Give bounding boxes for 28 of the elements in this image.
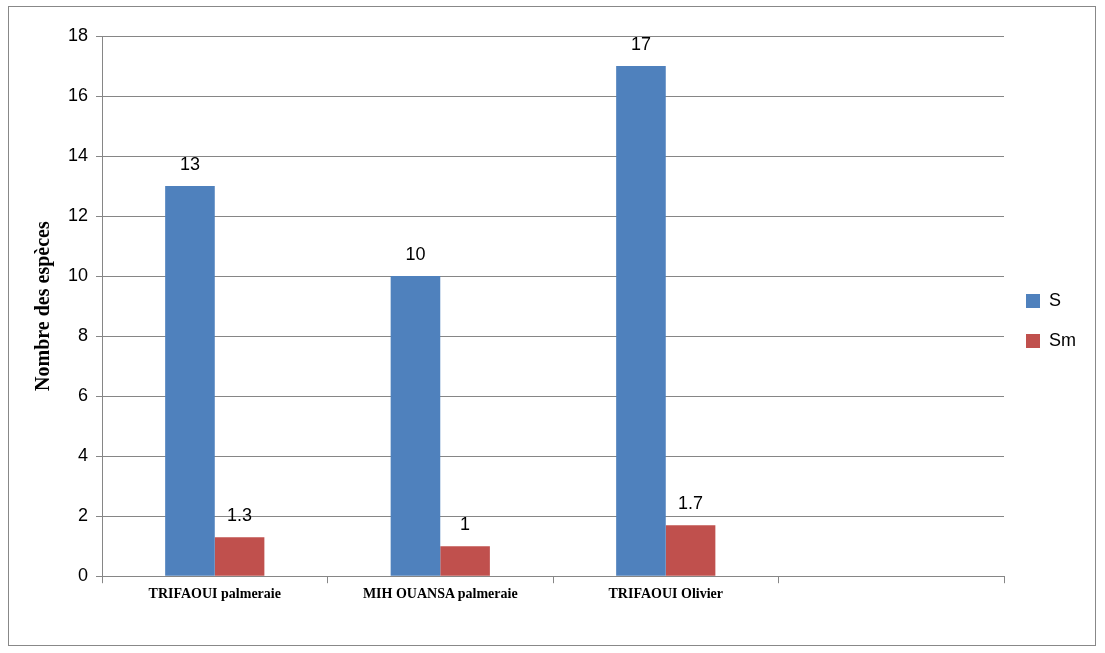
y-tick-label: 8 [78,325,89,346]
legend-label: S [1049,289,1062,310]
x-tick-label: MIH OUANSA palmeraie [362,586,518,602]
y-tick-label: 2 [78,505,89,526]
y-tick-label: 10 [67,265,89,286]
y-tick-label: 6 [78,385,89,406]
data-label: 1.3 [227,505,253,526]
y-tick-label: 16 [67,84,89,105]
x-tick-label: TRIFAOUI Olivier [608,586,723,602]
bar [165,186,215,576]
data-label: 1 [460,514,471,535]
data-label: 10 [405,244,426,265]
y-tick-label: 4 [78,445,89,466]
bar [440,546,490,576]
legend-label: Sm [1049,329,1076,350]
data-label: 17 [630,33,651,54]
bar [390,276,441,576]
data-label: 1.7 [678,493,704,514]
y-tick-label: 12 [67,205,89,226]
x-tick-label: TRIFAOUI palmeraie [148,586,281,602]
y-axis-title: Nombre des espèces [31,221,55,391]
bar [616,66,666,576]
y-tick-label: 0 [78,565,89,586]
data-label: 13 [179,154,200,175]
bar [665,525,716,576]
bar [214,537,265,576]
y-tick-label: 18 [67,24,89,45]
y-tick-label: 14 [67,145,89,166]
